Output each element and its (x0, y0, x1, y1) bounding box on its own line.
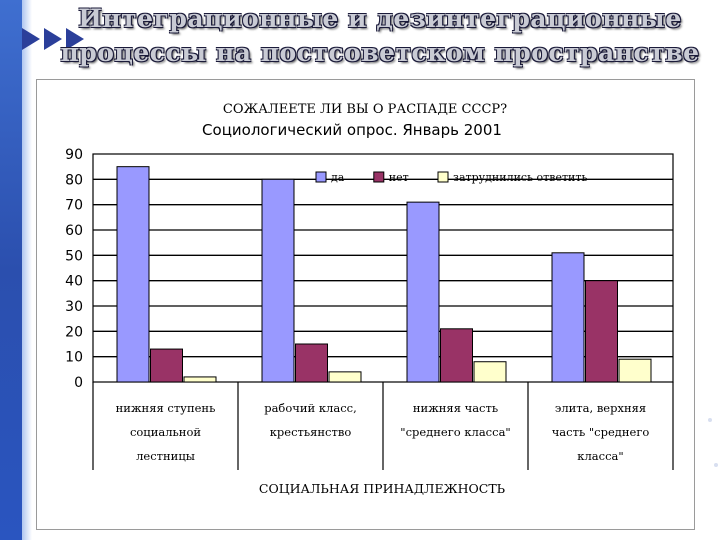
plot-area: 0 10 20 30 40 50 60 70 80 90 нижняя ступень социаль… (65, 147, 674, 470)
slide-title-line1: Интеграционные и дезинтеграционные (78, 4, 682, 33)
bar (116, 166, 150, 383)
slide-title-line2: процессы на постсоветском пространстве (60, 38, 700, 67)
title-arrow-bullets (22, 28, 92, 50)
y-tick-label: 80 (65, 172, 83, 188)
x-tick-label: часть "среднего (552, 425, 650, 439)
bar (295, 343, 328, 383)
slide-title: Интеграционные и дезинтеграционные проце… (40, 2, 720, 70)
y-tick-label: 90 (65, 147, 83, 163)
bar-chart: СОЖАЛЕЕТЕ ЛИ ВЫ О РАСПАДЕ СССР? Социолог… (65, 102, 674, 496)
right-decor-dots (708, 418, 718, 467)
bar (473, 361, 507, 383)
legend-swatch (437, 171, 449, 183)
x-tick-label: лестницы (136, 449, 195, 463)
left-decor-band (0, 0, 22, 540)
x-axis-title: СОЦИАЛЬНАЯ ПРИНАДЛЕЖНОСТЬ (259, 481, 505, 496)
legend-label: затруднились ответить (453, 171, 587, 184)
y-tick-label: 0 (74, 375, 83, 391)
bar (585, 280, 618, 383)
x-tick-label: элита, верхняя (555, 401, 646, 415)
y-tick-label: 10 (65, 350, 83, 366)
chart-frame: СОЖАЛЕЕТЕ ЛИ ВЫ О РАСПАДЕ СССР? Социолог… (36, 79, 695, 530)
x-tick-label: нижняя часть (413, 401, 498, 415)
x-tick-label: "среднего класса" (400, 425, 510, 439)
arrow-icon (66, 28, 84, 50)
chart-title: СОЖАЛЕЕТЕ ЛИ ВЫ О РАСПАДЕ СССР? (223, 102, 507, 117)
arrow-icon (44, 28, 62, 50)
y-tick-label: 40 (65, 274, 83, 290)
x-tick-label: класса" (577, 449, 623, 463)
x-tick-label: нижняя ступень (116, 401, 216, 415)
y-tick-label: 50 (65, 248, 83, 264)
legend-swatch (315, 171, 327, 183)
bar (150, 348, 183, 383)
bar (406, 201, 440, 383)
bar (261, 178, 295, 383)
left-decor-gradient (22, 0, 32, 540)
y-tick-label: 30 (65, 299, 83, 315)
bar (440, 328, 473, 383)
bar (328, 371, 362, 383)
y-tick-label: 70 (65, 198, 83, 214)
legend-swatch (373, 171, 385, 183)
bar (183, 376, 217, 383)
chart-subtitle: Социологический опрос. Январь 2001 (202, 121, 502, 139)
y-tick-label: 20 (65, 324, 83, 340)
x-tick-label: социальной (130, 425, 201, 439)
bar (618, 358, 652, 383)
arrow-icon (22, 28, 40, 50)
x-tick-label: крестьянство (270, 425, 352, 439)
y-tick-label: 60 (65, 223, 83, 239)
legend-label: да (331, 171, 345, 184)
bar (551, 252, 585, 383)
x-tick-label: рабочий класс, (264, 401, 357, 415)
legend-label: нет (389, 171, 409, 184)
